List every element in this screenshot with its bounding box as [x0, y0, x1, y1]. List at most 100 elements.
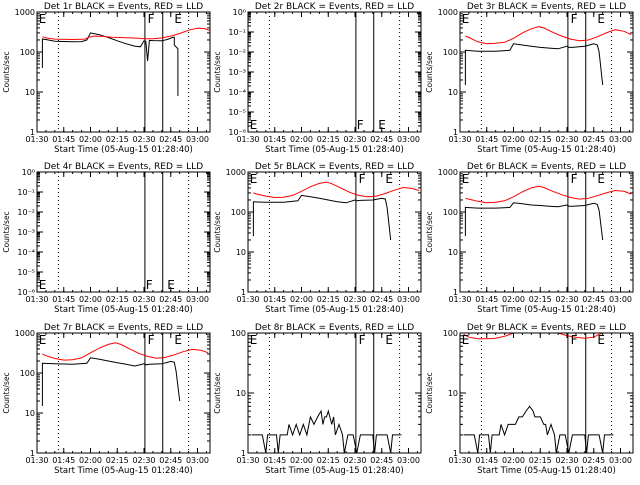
y-tick-label: 10⁻⁴: [228, 88, 246, 97]
x-tick-label: 03:00: [397, 295, 420, 304]
x-tick-label: 02:00: [79, 456, 102, 465]
y-axis-label: Counts/sec: [2, 372, 11, 413]
y-tick-label: 1: [241, 288, 246, 297]
plot-frame: [247, 171, 422, 293]
y-axis-label: Counts/sec: [2, 211, 11, 252]
flag-e-right: E: [385, 172, 393, 186]
flag-f: F: [359, 172, 366, 186]
flag-e-right: E: [385, 333, 393, 347]
plot-frame: [247, 11, 422, 133]
flag-f: F: [146, 278, 153, 292]
x-tick-label: 01:45: [52, 295, 75, 304]
x-tick-label: 03:00: [186, 456, 209, 465]
x-tick-label: 02:30: [343, 135, 366, 144]
plot-frame: [459, 171, 634, 293]
y-tick-label: 10⁻⁴: [17, 248, 35, 257]
y-tick-label: 100: [443, 329, 458, 338]
series-lld-line: [42, 342, 209, 361]
series-events-line: [463, 405, 614, 453]
x-tick-label: 02:45: [159, 456, 182, 465]
y-axis-label: Counts/sec: [2, 51, 11, 92]
panel-title: Det 9r BLACK = Events, RED = LLD: [467, 323, 626, 333]
panel-title: Det 3r BLACK = Events, RED = LLD: [467, 2, 626, 12]
x-tick-label: 02:45: [582, 456, 605, 465]
x-tick-label: 02:30: [132, 295, 155, 304]
flag-e-left: E: [462, 333, 470, 347]
x-tick-label: 02:30: [555, 295, 578, 304]
x-tick-label: 02:45: [370, 135, 393, 144]
flag-e-left: E: [250, 118, 258, 132]
series-lld-line: [42, 27, 210, 41]
flag-f: F: [571, 12, 578, 26]
x-tick-label: 01:45: [475, 295, 498, 304]
x-tick-label: 02:30: [132, 456, 155, 465]
panel-title: Det 8r BLACK = Events, RED = LLD: [255, 323, 414, 333]
y-axis-label: Counts/sec: [425, 372, 434, 413]
x-tick-label: 02:15: [106, 295, 129, 304]
y-tick-label: 10⁻²: [17, 208, 35, 217]
x-tick-label: 02:00: [502, 456, 525, 465]
flag-f: F: [359, 333, 366, 347]
flag-e-right: E: [174, 333, 182, 347]
x-tick-label: 03:00: [397, 456, 420, 465]
x-tick-label: 02:45: [159, 135, 182, 144]
x-tick-label: 02:30: [343, 295, 366, 304]
x-tick-label: 02:30: [555, 135, 578, 144]
y-tick-label: 100: [443, 208, 458, 217]
x-tick-label: 02:45: [582, 295, 605, 304]
y-tick-label: 1: [453, 128, 458, 137]
x-tick-label: 01:30: [448, 295, 471, 304]
x-tick-label: 02:15: [317, 135, 340, 144]
x-axis-label: Start Time (05-Aug-15 01:28:40): [477, 466, 616, 476]
x-axis-label: Start Time (05-Aug-15 01:28:40): [54, 305, 193, 315]
panel-title: Det 5r BLACK = Events, RED = LLD: [255, 162, 414, 172]
x-tick-label: 02:45: [159, 295, 182, 304]
y-tick-label: 10: [448, 389, 458, 398]
y-tick-label: 10: [448, 248, 458, 257]
x-tick-label: 02:30: [555, 456, 578, 465]
y-tick-label: 1: [453, 449, 458, 458]
y-tick-label: 100: [231, 208, 246, 217]
x-axis-label: Start Time (05-Aug-15 01:28:40): [54, 145, 193, 155]
flag-e-left: E: [39, 333, 47, 347]
y-tick-label: 10⁻⁶: [228, 128, 246, 137]
series-lld-line: [465, 26, 632, 45]
series-events-line: [464, 43, 604, 86]
y-tick-label: 10: [25, 409, 35, 418]
panel-title: Det 7r BLACK = Events, RED = LLD: [44, 323, 203, 333]
plot-frame: [36, 332, 211, 454]
x-tick-label: 02:00: [290, 135, 313, 144]
x-tick-label: 02:45: [370, 456, 393, 465]
y-tick-label: 1: [30, 128, 35, 137]
y-tick-label: 100: [20, 369, 35, 378]
y-tick-label: 100: [231, 329, 246, 338]
x-tick-label: 02:30: [132, 135, 155, 144]
x-tick-label: 02:00: [79, 295, 102, 304]
x-tick-label: 02:00: [502, 295, 525, 304]
flag-e-left: E: [250, 333, 258, 347]
x-tick-label: 01:30: [236, 456, 259, 465]
y-tick-label: 1000: [15, 329, 35, 338]
flag-e-right: E: [597, 172, 605, 186]
y-tick-label: 10⁻³: [228, 68, 246, 77]
x-tick-label: 03:00: [397, 135, 420, 144]
flag-e-left: E: [39, 12, 47, 26]
x-tick-label: 01:30: [236, 295, 259, 304]
x-tick-label: 02:15: [529, 295, 552, 304]
x-tick-label: 02:00: [290, 456, 313, 465]
x-tick-label: 03:00: [186, 295, 209, 304]
x-tick-label: 02:15: [317, 456, 340, 465]
y-tick-label: 10⁻⁵: [17, 268, 35, 277]
x-tick-label: 03:00: [609, 135, 632, 144]
x-tick-label: 02:00: [79, 135, 102, 144]
x-tick-label: 03:00: [609, 295, 632, 304]
x-tick-label: 02:15: [317, 295, 340, 304]
